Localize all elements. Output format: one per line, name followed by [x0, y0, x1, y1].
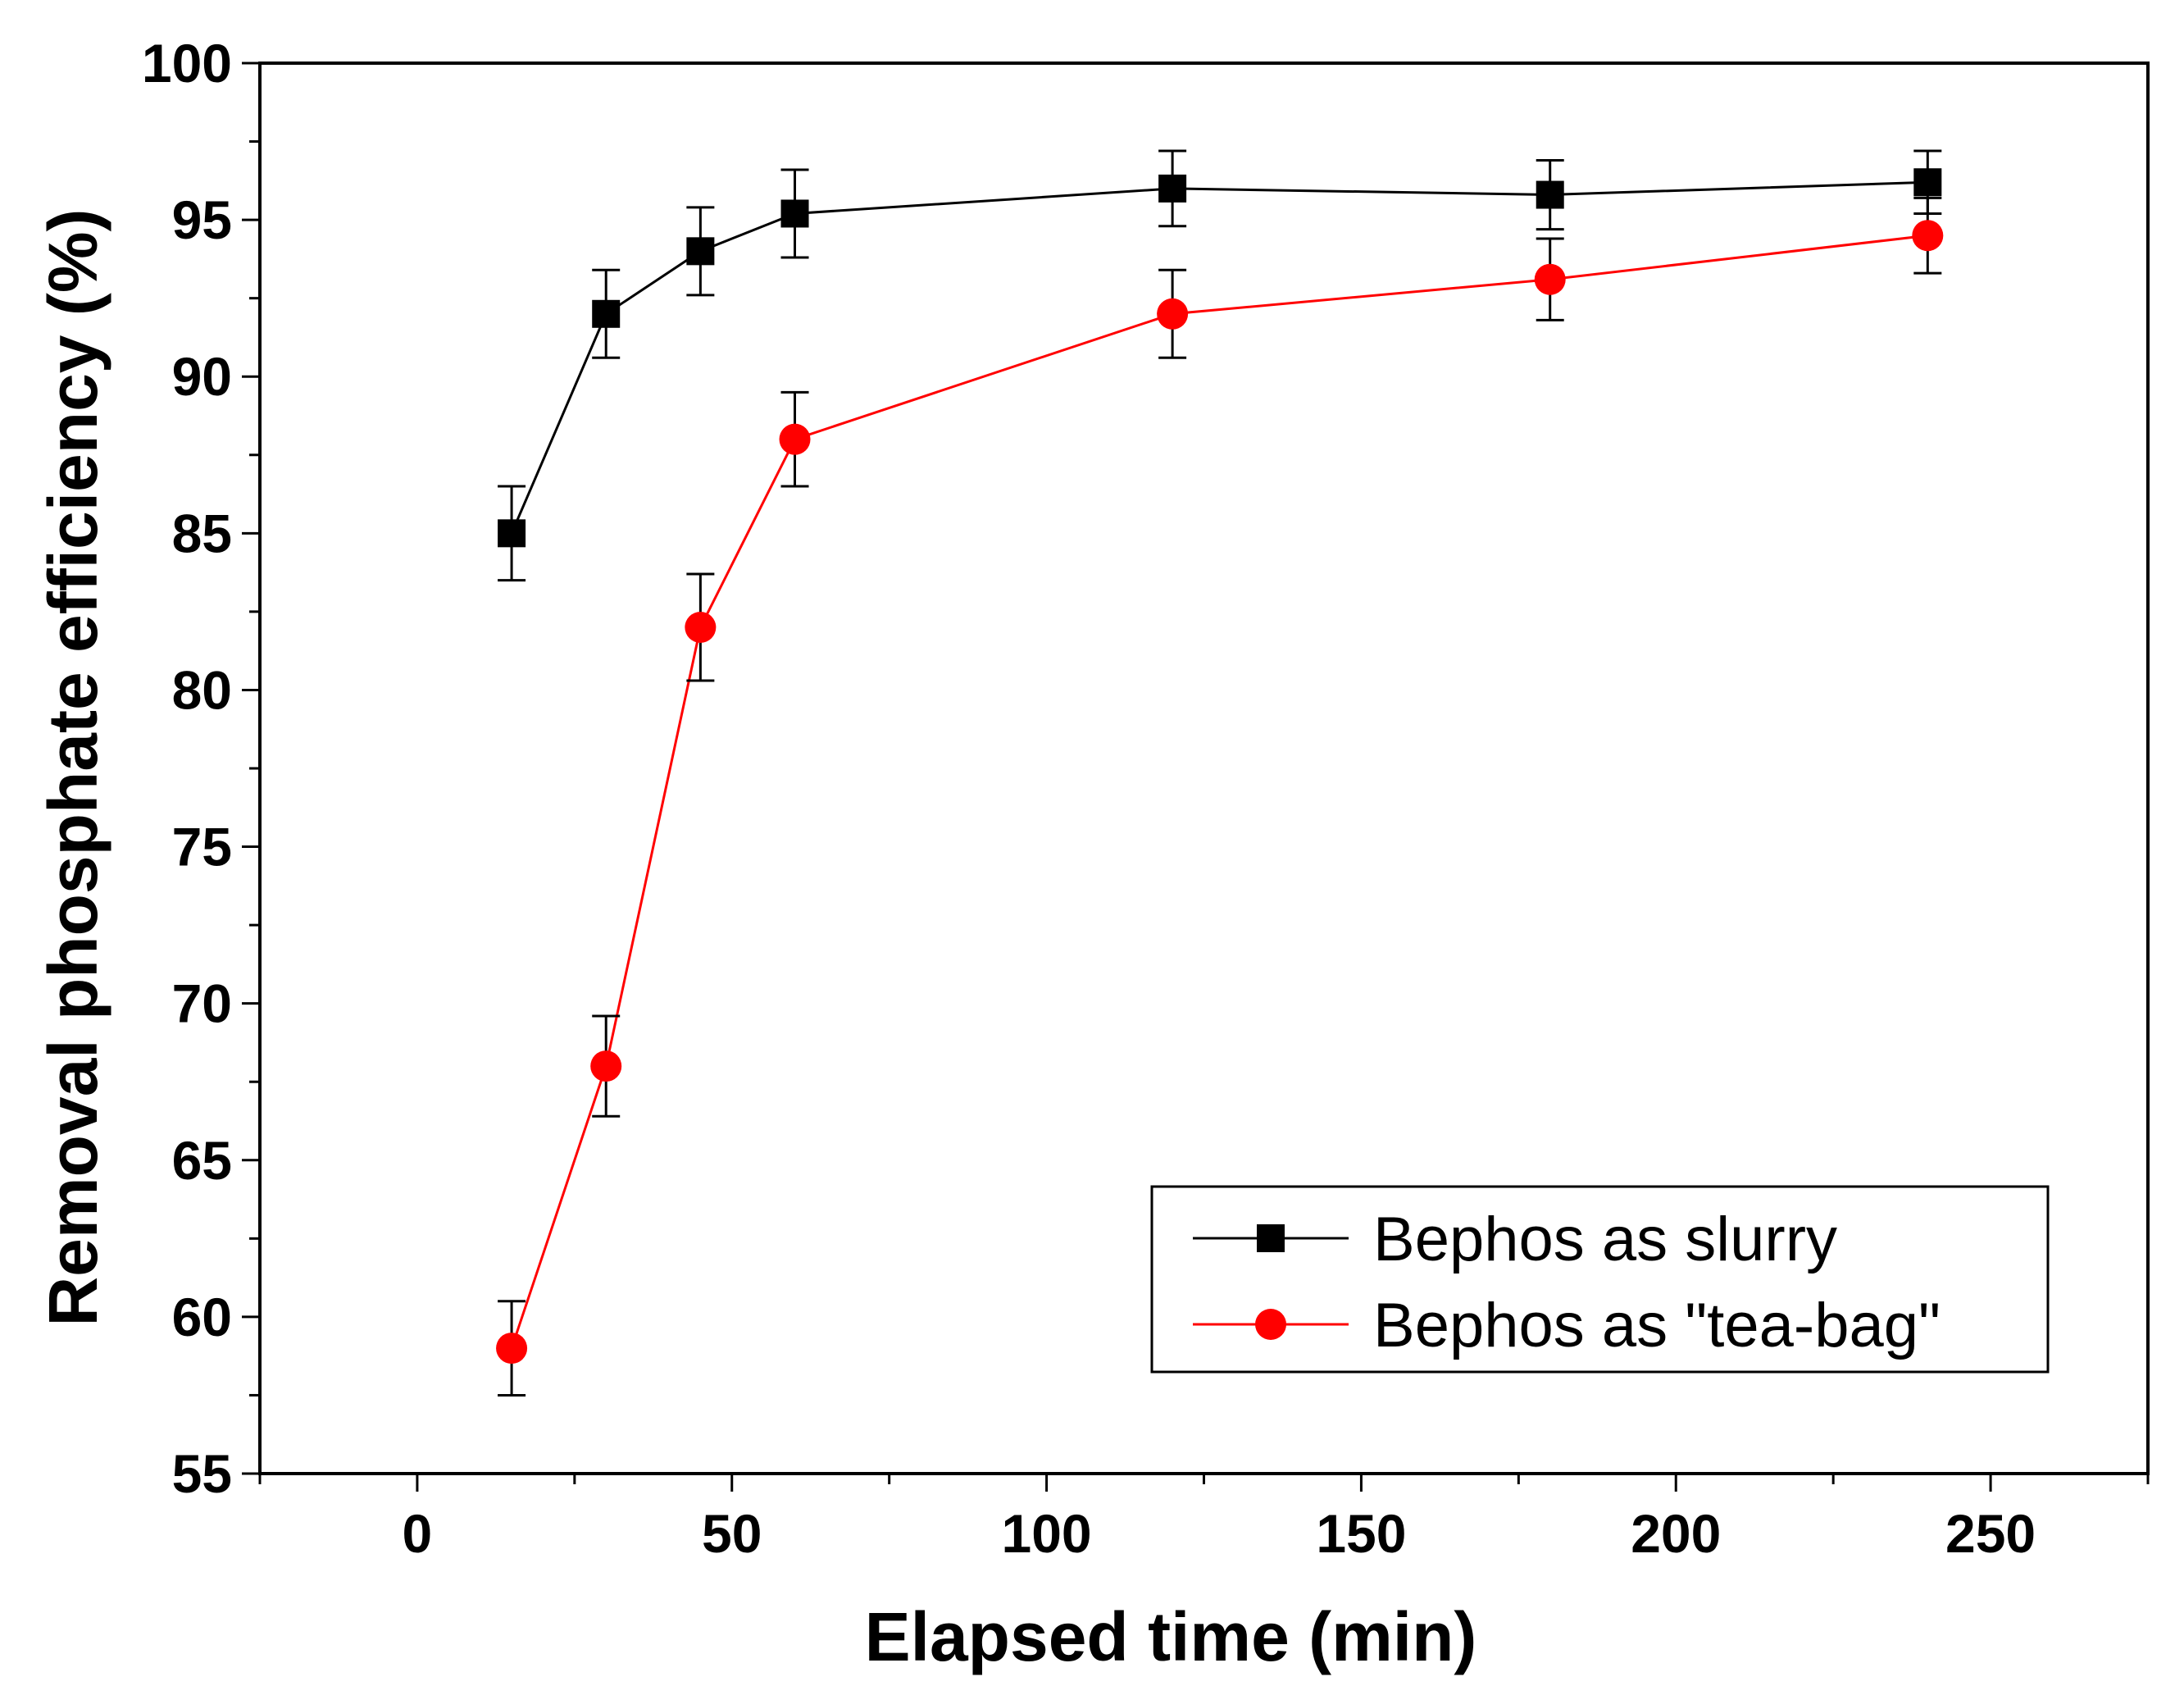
y-tick-label: 90 — [172, 346, 232, 407]
data-point — [779, 423, 811, 455]
legend-marker-slurry — [1257, 1224, 1285, 1252]
series-line — [510, 180, 1928, 534]
series-0 — [498, 149, 1942, 582]
x-axis: 0 50 100 150 200 250 — [258, 1474, 2150, 1564]
y-tick-label: 100 — [142, 33, 232, 93]
data-point — [685, 612, 717, 643]
data-point — [1536, 180, 1564, 209]
data-point — [780, 199, 809, 228]
data-point — [1913, 168, 1942, 197]
series-layer — [496, 149, 1944, 1397]
data-point — [1912, 220, 1944, 252]
series-line — [510, 234, 1928, 1349]
data-point — [1534, 263, 1566, 295]
y-tick-label: 55 — [172, 1443, 232, 1504]
data-point — [1157, 298, 1189, 330]
legend-box — [1150, 1185, 2050, 1374]
legend-marker-tea-bag — [1255, 1309, 1286, 1340]
y-tick-label: 80 — [172, 659, 232, 720]
data-point — [496, 1333, 528, 1365]
x-tick-label: 50 — [702, 1503, 762, 1564]
y-axis-title: Removal phosphate efficiency (%) — [34, 209, 111, 1327]
legend-label-tea-bag: Bephos as "tea-bag" — [1373, 1291, 1941, 1360]
x-axis-title: Elapsed time (min) — [865, 1598, 1477, 1675]
y-tick-label: 95 — [172, 189, 232, 250]
data-point — [1158, 174, 1187, 203]
legend: Bephos as slurry Bephos as "tea-bag" — [1150, 1185, 2050, 1374]
y-axis: 55 60 65 70 75 80 85 90 95 100 — [142, 33, 260, 1504]
y-tick-label: 65 — [172, 1130, 232, 1191]
x-tick-label: 250 — [1945, 1503, 2036, 1564]
x-tick-label: 150 — [1316, 1503, 1406, 1564]
data-point — [590, 1050, 622, 1082]
y-tick-label: 60 — [172, 1287, 232, 1347]
x-tick-label: 100 — [1002, 1503, 1092, 1564]
series-1 — [496, 196, 1944, 1397]
data-point — [592, 299, 621, 328]
x-tick-label: 0 — [403, 1503, 433, 1564]
y-tick-label: 70 — [172, 973, 232, 1034]
y-tick-label: 85 — [172, 503, 232, 563]
y-tick-label: 75 — [172, 817, 232, 877]
data-point — [686, 237, 715, 266]
legend-label-slurry: Bephos as slurry — [1373, 1205, 1837, 1274]
data-point — [498, 519, 526, 548]
x-tick-label: 200 — [1631, 1503, 1721, 1564]
